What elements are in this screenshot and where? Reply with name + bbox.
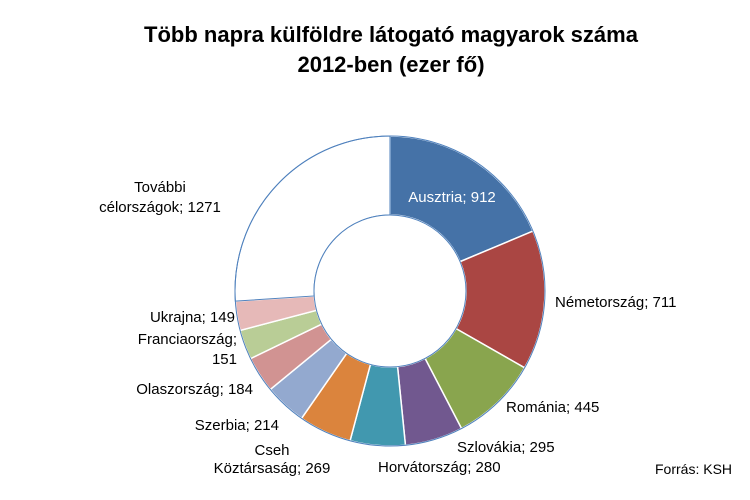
donut-hole bbox=[313, 214, 467, 368]
slice-label-szlov-kia: Szlovákia; 295 bbox=[457, 439, 555, 456]
slice-label-olaszorsz-g: Olaszország; 184 bbox=[136, 381, 253, 398]
slice-labels: Ausztria; 912 Németország; 711 Románia; 44… bbox=[99, 179, 676, 477]
slice-label-rom-nia: Románia; 445 bbox=[506, 399, 599, 416]
slice-label-franciaorsz-g: Franciaország; 151 bbox=[138, 331, 237, 368]
donut-slices bbox=[234, 135, 546, 447]
slice-label-horv-torsz-g: Horvátország; 280 bbox=[378, 459, 501, 476]
chart-title: Több napra külföldre látogató magyarok s… bbox=[144, 22, 639, 77]
slice-label-n-metorsz-g: Németország; 711 bbox=[555, 294, 676, 311]
slice-label-ukrajna: Ukrajna; 149 bbox=[150, 309, 235, 326]
source-note: Forrás: KSH bbox=[655, 461, 732, 477]
chart-title-line: 2012-ben (ezer fő) bbox=[297, 52, 484, 77]
chart-title-line: Több napra külföldre látogató magyarok s… bbox=[144, 22, 639, 47]
donut-outer-ring bbox=[234, 135, 546, 447]
slice-label-ausztria: Ausztria; 912 bbox=[408, 189, 496, 206]
slice-label-szerbia: Szerbia; 214 bbox=[195, 417, 279, 434]
slice-label-cseh-k-zt-rsas-g: Cseh Köztársaság; 269 bbox=[214, 442, 331, 477]
slice-label-tov-bbi-c-lorsz-gok: További célországok; 1271 bbox=[99, 179, 221, 216]
